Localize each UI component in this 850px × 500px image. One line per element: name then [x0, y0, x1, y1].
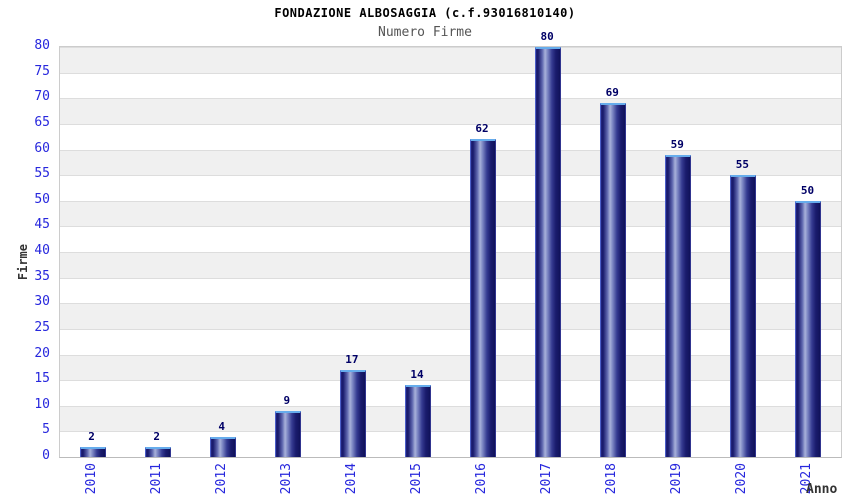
bar-value-label: 69 [605, 86, 619, 100]
y-tick-label: 10 [34, 396, 50, 412]
grid-band [60, 328, 841, 355]
grid-band [60, 380, 841, 406]
bar-2017[interactable] [535, 47, 562, 457]
y-tick-label: 75 [34, 63, 50, 79]
grid-band [60, 47, 841, 73]
bar-value-label: 80 [540, 30, 554, 43]
x-tick-label: 2011 [148, 463, 164, 495]
bar-2020[interactable] [730, 175, 757, 457]
chart-subtitle: Numero Firme [378, 25, 472, 40]
y-tick-label: 55 [34, 166, 50, 182]
bar-2012[interactable] [209, 436, 236, 457]
bar-value-label: 14 [410, 368, 424, 382]
bar-value-label: 4 [218, 419, 226, 433]
grid-band [60, 72, 841, 99]
x-tick-label: 2014 [343, 463, 359, 495]
y-tick-label: 15 [34, 371, 50, 387]
y-tick-label: 30 [34, 294, 50, 310]
grid-band [60, 252, 841, 278]
grid-band [60, 303, 841, 329]
y-tick-label: 45 [34, 217, 50, 233]
x-tick-label: 2010 [83, 463, 99, 495]
x-tick-label: 2020 [734, 463, 750, 495]
bar-2014[interactable] [339, 369, 366, 457]
x-tick-label: 2019 [669, 463, 685, 495]
y-tick-label: 60 [34, 140, 50, 156]
grid-band [60, 226, 841, 252]
bar-value-label: 2 [88, 429, 95, 443]
bar-2010[interactable] [79, 446, 106, 457]
bar-value-label: 59 [670, 137, 684, 151]
bar-2015[interactable] [404, 385, 431, 457]
y-tick-label: 5 [42, 422, 50, 438]
grid-band [60, 431, 841, 457]
y-tick-label: 80 [34, 38, 50, 53]
x-axis-title: Anno [806, 482, 838, 497]
bar-value-label: 50 [800, 183, 815, 197]
y-tick-label: 0 [42, 448, 50, 463]
grid-band [60, 277, 841, 304]
grid-band [60, 405, 841, 432]
x-tick-label: 2017 [539, 463, 555, 495]
grid-band [60, 354, 841, 381]
bar-value-label: 62 [475, 122, 489, 136]
y-tick-label: 70 [34, 89, 50, 105]
y-tick-label: 35 [34, 268, 50, 284]
y-tick-label: 65 [34, 114, 50, 130]
bar-2016[interactable] [470, 139, 497, 457]
bar-2013[interactable] [274, 410, 301, 457]
x-tick-label: 2015 [408, 463, 424, 495]
x-tick-label: 2016 [474, 463, 490, 495]
y-tick-label: 50 [34, 191, 50, 207]
y-tick-label: 40 [34, 243, 50, 258]
bar-2019[interactable] [665, 154, 692, 457]
bar-value-label: 9 [283, 393, 291, 407]
grid-band [60, 149, 841, 176]
bar-2011[interactable] [144, 446, 171, 457]
x-tick-label: 2018 [604, 463, 620, 495]
y-tick-label: 25 [34, 319, 50, 335]
grid-band [60, 98, 841, 124]
x-tick-label: 2013 [278, 463, 294, 495]
bar-value-label: 17 [345, 352, 359, 366]
bar-2018[interactable] [600, 103, 627, 457]
bar-2021[interactable] [795, 200, 822, 457]
chart-title: FONDAZIONE ALBOSAGGIA (c.f.93016810140) [274, 6, 576, 20]
grid-band [60, 175, 841, 201]
grid-band [60, 123, 841, 150]
bar-value-label: 2 [153, 429, 160, 443]
y-tick-label: 20 [34, 345, 50, 361]
grid-band [60, 200, 841, 227]
plot-area [59, 46, 842, 458]
bar-value-label: 55 [735, 158, 749, 172]
x-tick-label: 2012 [213, 463, 229, 495]
